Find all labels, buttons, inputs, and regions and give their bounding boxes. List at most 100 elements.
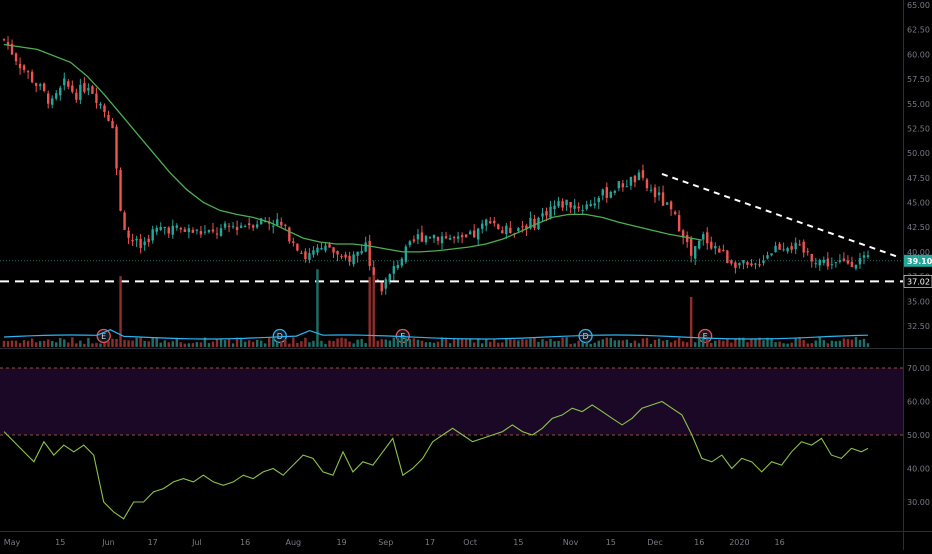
candle-body[interactable] bbox=[396, 265, 400, 269]
candle-body[interactable] bbox=[360, 250, 363, 254]
candle-body[interactable] bbox=[693, 246, 697, 259]
candle-body[interactable] bbox=[135, 238, 138, 241]
candle-body[interactable] bbox=[332, 247, 335, 253]
candle-body[interactable] bbox=[324, 245, 327, 251]
candle-body[interactable] bbox=[392, 266, 396, 274]
candle-body[interactable] bbox=[794, 242, 797, 250]
candle-body[interactable] bbox=[163, 226, 166, 229]
candle-body[interactable] bbox=[593, 203, 596, 206]
candle-body[interactable] bbox=[726, 250, 729, 263]
candle-body[interactable] bbox=[183, 229, 187, 232]
candle-body[interactable] bbox=[2, 39, 6, 41]
candle-body[interactable] bbox=[376, 279, 379, 281]
candle-body[interactable] bbox=[38, 84, 42, 86]
candle-body[interactable] bbox=[452, 237, 456, 239]
candle-body[interactable] bbox=[251, 225, 255, 228]
candle-body[interactable] bbox=[42, 83, 46, 91]
candle-body[interactable] bbox=[259, 218, 263, 225]
candle-body[interactable] bbox=[276, 219, 279, 226]
candle-body[interactable] bbox=[613, 191, 617, 193]
earnings-marker[interactable]: E bbox=[96, 328, 111, 344]
candle-body[interactable] bbox=[509, 227, 512, 234]
candle-body[interactable] bbox=[529, 217, 532, 229]
candle-body[interactable] bbox=[501, 230, 504, 234]
candle-body[interactable] bbox=[255, 224, 259, 228]
candle-body[interactable] bbox=[171, 225, 174, 235]
candle-body[interactable] bbox=[215, 233, 219, 235]
candle-body[interactable] bbox=[340, 256, 343, 258]
candle-body[interactable] bbox=[119, 169, 122, 211]
candle-body[interactable] bbox=[280, 221, 283, 226]
candle-body[interactable] bbox=[195, 229, 199, 231]
candle-body[interactable] bbox=[637, 172, 641, 180]
candle-body[interactable] bbox=[653, 187, 657, 198]
candle-body[interactable] bbox=[806, 251, 809, 253]
candle-body[interactable] bbox=[661, 192, 665, 206]
candle-body[interactable] bbox=[95, 93, 98, 103]
candle-body[interactable] bbox=[565, 199, 568, 206]
candle-body[interactable] bbox=[754, 263, 757, 265]
candle-body[interactable] bbox=[103, 105, 106, 113]
candle-body[interactable] bbox=[814, 263, 817, 265]
candle-body[interactable] bbox=[782, 249, 785, 251]
candle-body[interactable] bbox=[818, 259, 821, 266]
candle-body[interactable] bbox=[710, 241, 713, 249]
candle-body[interactable] bbox=[292, 241, 295, 243]
candle-body[interactable] bbox=[742, 260, 745, 264]
candle-body[interactable] bbox=[460, 235, 464, 238]
candle-body[interactable] bbox=[862, 255, 866, 258]
candle-body[interactable] bbox=[601, 189, 604, 196]
candle-body[interactable] bbox=[822, 259, 826, 263]
candle-body[interactable] bbox=[858, 258, 862, 265]
candle-body[interactable] bbox=[798, 244, 801, 246]
candle-body[interactable] bbox=[641, 170, 645, 178]
candle-body[interactable] bbox=[669, 201, 673, 210]
candle-body[interactable] bbox=[412, 239, 416, 242]
candle-body[interactable] bbox=[14, 53, 18, 62]
candle-body[interactable] bbox=[649, 189, 653, 191]
candle-body[interactable] bbox=[625, 186, 629, 188]
candle-body[interactable] bbox=[404, 246, 408, 262]
trend-line[interactable] bbox=[661, 172, 899, 258]
candle-body[interactable] bbox=[328, 244, 331, 248]
candle-body[interactable] bbox=[553, 205, 556, 210]
candle-body[interactable] bbox=[629, 176, 633, 186]
candle-body[interactable] bbox=[55, 93, 58, 99]
candle-body[interactable] bbox=[766, 255, 769, 259]
candle-body[interactable] bbox=[115, 126, 118, 169]
candle-body[interactable] bbox=[18, 63, 22, 69]
candle-body[interactable] bbox=[609, 191, 613, 198]
candle-body[interactable] bbox=[448, 237, 452, 240]
candle-body[interactable] bbox=[517, 228, 520, 232]
candle-body[interactable] bbox=[59, 87, 62, 96]
candle-body[interactable] bbox=[284, 224, 287, 226]
candle-body[interactable] bbox=[730, 260, 733, 264]
candle-body[interactable] bbox=[388, 274, 391, 283]
candle-body[interactable] bbox=[308, 253, 311, 260]
candle-body[interactable] bbox=[645, 179, 649, 189]
candle-body[interactable] bbox=[734, 262, 737, 268]
candle-body[interactable] bbox=[681, 230, 685, 238]
candle-body[interactable] bbox=[489, 221, 492, 224]
candle-body[interactable] bbox=[605, 187, 608, 198]
candle-body[interactable] bbox=[264, 221, 267, 223]
candle-body[interactable] bbox=[569, 201, 572, 208]
candle-body[interactable] bbox=[123, 212, 126, 230]
candle-body[interactable] bbox=[838, 260, 842, 262]
candle-body[interactable] bbox=[187, 228, 191, 233]
candle-body[interactable] bbox=[127, 230, 130, 238]
candle-body[interactable] bbox=[677, 215, 681, 232]
candle-body[interactable] bbox=[203, 231, 207, 233]
candle-body[interactable] bbox=[71, 85, 74, 92]
candle-body[interactable] bbox=[143, 241, 146, 246]
candle-body[interactable] bbox=[770, 253, 773, 256]
candle-body[interactable] bbox=[702, 234, 705, 240]
candle-body[interactable] bbox=[46, 93, 50, 104]
candle-body[interactable] bbox=[456, 236, 460, 239]
candle-body[interactable] bbox=[63, 78, 66, 86]
candle-body[interactable] bbox=[243, 226, 247, 228]
candle-body[interactable] bbox=[344, 254, 347, 258]
candle-body[interactable] bbox=[521, 226, 524, 228]
candle-body[interactable] bbox=[826, 258, 830, 267]
